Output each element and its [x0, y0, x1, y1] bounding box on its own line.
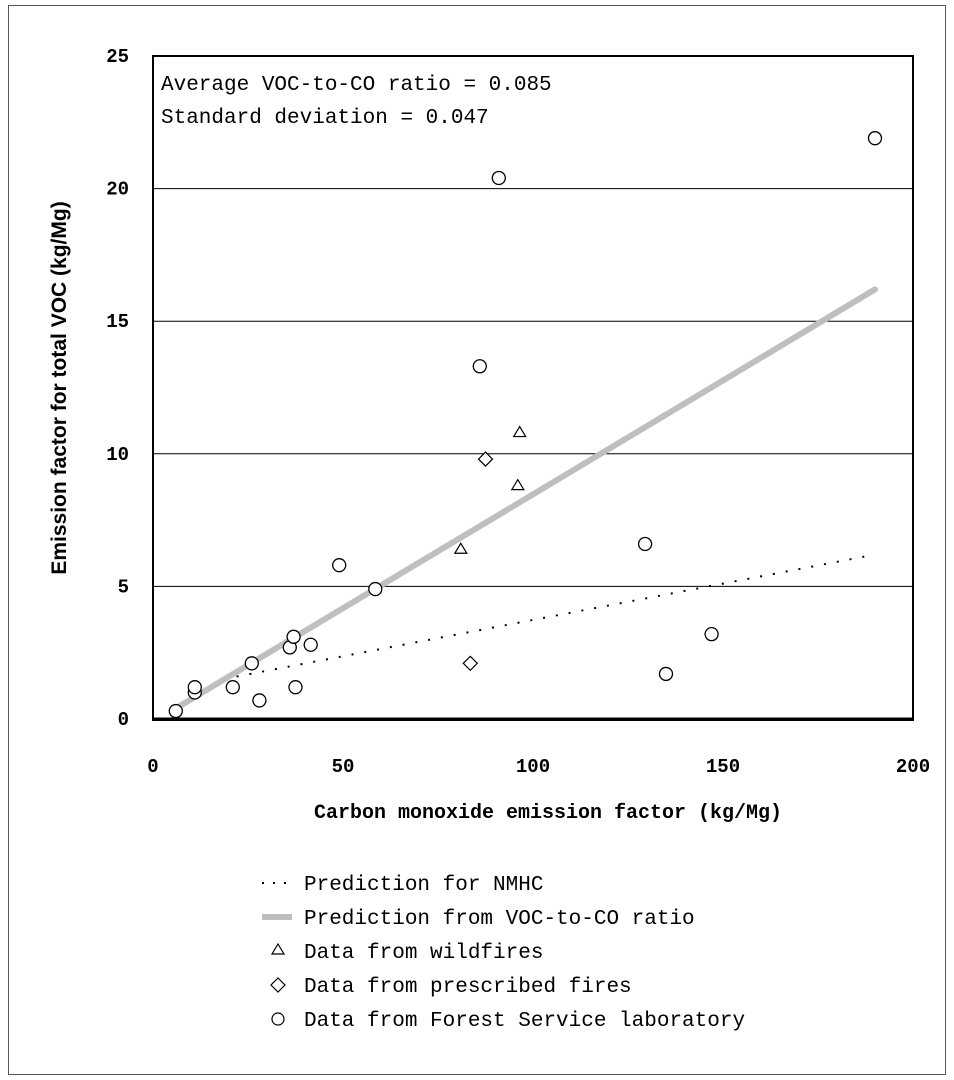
x-tick-label-100: 100 [516, 756, 550, 778]
data-point-circle-2 [187, 680, 202, 695]
data-point-circle-14 [637, 536, 653, 552]
diamond-icon [270, 977, 286, 993]
y-tick-label-10: 10 [106, 444, 129, 466]
series-line-1 [172, 286, 878, 712]
data-point-circle-16 [704, 626, 719, 642]
legend-label-forest-service: Data from Forest Service laboratory [304, 1010, 745, 1033]
data-point-triangle-2 [512, 425, 527, 438]
data-point-diamond-1 [477, 451, 494, 467]
legend-label-prescribed: Data from prescribed fires [304, 976, 632, 999]
y-tick-label-15: 15 [106, 311, 129, 333]
data-markers [168, 131, 883, 719]
x-tick-label-50: 50 [332, 756, 355, 778]
data-point-circle-5 [252, 693, 267, 708]
y-tick-label-0: 0 [118, 709, 129, 731]
data-point-circle-3 [225, 680, 240, 695]
y-tick-label-5: 5 [118, 576, 129, 598]
data-point-circle-17 [867, 131, 883, 146]
data-point-circle-9 [303, 637, 318, 652]
y-axis-label: Emission factor for total VOC (kg/Mg) [48, 201, 71, 574]
triangle-icon [270, 942, 286, 955]
data-point-circle-7 [286, 629, 301, 644]
data-point-circle-15 [658, 666, 674, 682]
plot-area-border [152, 55, 914, 721]
y-tick-label-25: 25 [106, 46, 129, 68]
grid-layer [153, 188, 913, 587]
y-tick-label-20: 20 [106, 179, 129, 201]
legend-label-voc-ratio: Prediction from VOC-to-CO ratio [304, 908, 695, 931]
legend-label-nmhc: Prediction for NMHC [304, 874, 543, 897]
data-point-circle-10 [332, 558, 347, 573]
circle-icon [271, 1012, 285, 1026]
legend-label-wildfires: Data from wildfires [304, 942, 543, 965]
data-point-triangle-0 [453, 542, 468, 554]
figure-frame [8, 5, 946, 1075]
legend: Prediction for NMHC Prediction from VOC-… [262, 874, 745, 1033]
data-point-circle-12 [472, 359, 487, 374]
data-point-diamond-0 [462, 655, 479, 672]
x-tick-label-0: 0 [147, 756, 158, 778]
tick-labels: 0 5 10 15 20 25 0 50 100 150 200 [106, 46, 930, 778]
x-tick-label-200: 200 [896, 756, 930, 778]
x-tick-label-150: 150 [706, 756, 740, 778]
data-point-circle-13 [491, 170, 506, 186]
data-point-circle-0 [168, 703, 183, 719]
prediction-lines [172, 286, 878, 712]
data-point-circle-8 [288, 680, 303, 695]
data-point-circle-11 [368, 581, 383, 597]
data-point-triangle-1 [510, 478, 525, 491]
x-axis-label: Carbon monoxide emission factor (kg/Mg) [314, 802, 782, 825]
annotation-std-dev: Standard deviation = 0.047 [161, 107, 489, 130]
annotation-average: Average VOC-to-CO ratio = 0.085 [161, 74, 552, 97]
data-point-circle-4 [244, 656, 259, 671]
